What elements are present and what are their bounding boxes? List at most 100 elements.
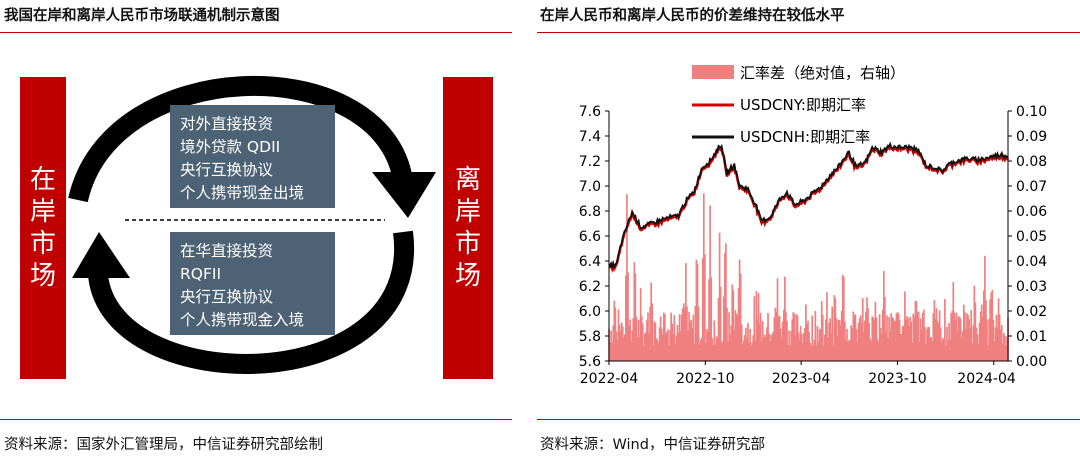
- spread-bar: [668, 345, 670, 361]
- spread-bar: [738, 259, 741, 361]
- spread-bar: [844, 321, 846, 361]
- spread-bar: [1004, 335, 1006, 361]
- spread-bar: [616, 339, 619, 361]
- spread-bar: [965, 329, 967, 361]
- spread-bar: [829, 318, 831, 361]
- spread-bar: [984, 255, 986, 361]
- spread-bar: [953, 312, 956, 361]
- spread-bar: [792, 312, 795, 361]
- right-title-rule: [537, 32, 1080, 34]
- spread-bar: [982, 290, 985, 361]
- spread-bar: [768, 333, 770, 361]
- y-left-tick-label: 5.6: [579, 354, 601, 370]
- spread-bar: [710, 277, 713, 361]
- spread-bar: [695, 259, 698, 361]
- spread-bar: [717, 298, 720, 361]
- spread-bar: [899, 333, 902, 361]
- spread-bar: [828, 322, 830, 361]
- spread-bar: [882, 271, 885, 361]
- spread-bar: [861, 298, 864, 361]
- spread-bar: [747, 322, 749, 361]
- spread-bar: [628, 324, 630, 361]
- spread-bar: [875, 317, 878, 361]
- spread-bar: [805, 304, 807, 361]
- spread-bar: [945, 345, 947, 361]
- spread-bar: [615, 331, 618, 361]
- spread-bar: [699, 339, 702, 361]
- spread-bar: [625, 275, 627, 361]
- spread-bar: [687, 330, 689, 361]
- spread-bar: [893, 321, 896, 361]
- spread-bar: [658, 327, 661, 361]
- spread-bar: [698, 344, 701, 361]
- spread-bar: [609, 341, 611, 361]
- y-left-tick-label: 7.2: [579, 154, 601, 170]
- spread-bar: [936, 321, 939, 361]
- spread-bar: [918, 341, 921, 361]
- spread-bar: [909, 316, 911, 361]
- spread-bar: [932, 313, 935, 361]
- spread-bar: [643, 333, 646, 361]
- spread-bar: [808, 332, 810, 361]
- spread-bar: [682, 303, 685, 361]
- spread-bar: [766, 327, 768, 361]
- spread-bar: [674, 343, 677, 361]
- spread-bar: [619, 331, 622, 361]
- spread-bar: [958, 317, 961, 361]
- spread-bar: [612, 325, 615, 361]
- spread-bar: [989, 299, 992, 361]
- spread-bar: [831, 306, 834, 361]
- spread-bar: [859, 315, 862, 361]
- outbound-item: 境外贷款 QDII: [180, 137, 280, 156]
- spread-bar: [999, 329, 1002, 361]
- spread-bar: [650, 282, 653, 361]
- spread-bar: [780, 338, 783, 361]
- y-right-tick-label: 0.00: [1016, 354, 1047, 370]
- spread-bar: [891, 317, 894, 361]
- spread-bar: [620, 322, 623, 361]
- spread-bar: [785, 311, 787, 361]
- outbound-item: 个人携带现金出境: [180, 183, 304, 202]
- spread-bar: [806, 323, 808, 361]
- y-left-tick-label: 7.6: [579, 104, 601, 120]
- spread-bar: [782, 309, 785, 361]
- spread-bar: [813, 339, 816, 361]
- spread-bar: [751, 342, 754, 361]
- spread-bar: [675, 335, 678, 361]
- spread-bar: [1002, 332, 1005, 361]
- spread-bar: [665, 333, 667, 361]
- spread-bar: [812, 345, 815, 361]
- spread-bar: [757, 293, 760, 361]
- spread-bar: [711, 338, 714, 361]
- spread-bar: [939, 327, 942, 361]
- spread-bar: [722, 296, 725, 361]
- spread-bar: [870, 341, 873, 361]
- spread-bar: [868, 322, 870, 361]
- spread-bar: [744, 335, 746, 361]
- spread-bar: [614, 307, 617, 361]
- spread-bar: [879, 327, 882, 361]
- spread-bar: [663, 313, 666, 361]
- spread-bar: [799, 325, 802, 361]
- offshore-market-bar: [443, 77, 493, 379]
- spread-bar: [787, 344, 789, 361]
- spread-bar: [712, 344, 715, 361]
- spread-bar: [994, 327, 997, 361]
- spread-bar: [802, 332, 805, 361]
- spread-bar: [826, 292, 828, 361]
- spread-bar: [950, 313, 953, 361]
- spread-bar: [726, 307, 728, 361]
- spread-bar: [784, 276, 786, 361]
- spread-bar: [715, 336, 718, 361]
- spread-bar: [1005, 345, 1007, 361]
- onshore-label-char: 市: [30, 229, 56, 259]
- spread-bar: [793, 313, 796, 361]
- spread-bar: [973, 285, 976, 361]
- offshore-label-char: 岸: [455, 197, 481, 227]
- y-left-tick-label: 6.8: [579, 204, 601, 220]
- y-left-tick-label: 6.2: [579, 279, 601, 295]
- spread-bar: [670, 312, 673, 361]
- spread-bar: [797, 332, 800, 361]
- y-left-tick-label: 5.8: [579, 329, 601, 345]
